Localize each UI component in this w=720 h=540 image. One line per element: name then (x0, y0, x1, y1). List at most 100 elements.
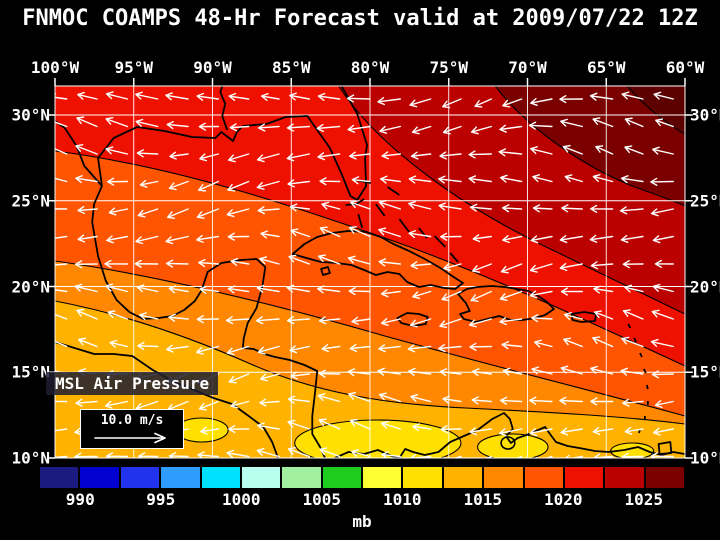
wind-vector-arrow (501, 204, 523, 213)
wind-vector-arrow (318, 316, 341, 325)
colorbar-cell (645, 467, 684, 488)
lat-tick-label: 20°N (690, 277, 720, 296)
wind-vector-arrow (199, 153, 220, 162)
wind-vector-arrow (529, 263, 553, 273)
wind-vector-arrow (74, 283, 98, 293)
wind-vector-arrow (499, 174, 523, 183)
wind-vector-arrow (500, 263, 523, 274)
wind-vector-arrow (439, 318, 462, 329)
wind-vector-arrow (351, 449, 371, 458)
wind-vector-arrow (470, 290, 492, 302)
wind-vector-arrow (197, 451, 220, 458)
isla-juventud-coastline (320, 266, 331, 276)
wind-vector-arrow (225, 315, 250, 325)
wind-vector-arrow (530, 235, 553, 244)
wind-vector-arrow (349, 343, 371, 353)
wind-vector-arrow (469, 203, 492, 212)
wind-vector-arrow (317, 152, 341, 161)
wind-vector-arrow (560, 365, 583, 375)
wind-vector-arrow (561, 204, 583, 213)
colorbar-cell (524, 467, 565, 488)
wind-vector-arrow (502, 98, 523, 108)
wind-vector-arrow (563, 312, 583, 321)
wind-vector-arrow (75, 175, 98, 184)
wind-vector-arrow (380, 420, 402, 430)
wind-vector-arrow (198, 258, 220, 268)
wind-vector-arrow (559, 95, 583, 104)
wind-vector-arrow (55, 336, 68, 348)
wind-vector-arrow (502, 234, 523, 244)
wind-vector-arrow (74, 260, 98, 269)
wind-vector-arrow (377, 97, 402, 106)
wind-vector-arrow (378, 258, 402, 267)
wind-vector-arrow (286, 284, 311, 293)
puerto-rico-coastline (570, 311, 597, 323)
wind-vector-arrow (592, 426, 614, 436)
wind-vector-arrow (289, 345, 311, 354)
wind-vector-arrow (136, 284, 159, 293)
colorbar-tick-value: 1010 (382, 490, 422, 509)
wind-vector-arrow (346, 94, 371, 103)
wind-vector-arrow (652, 235, 674, 244)
wind-vector-arrow (55, 204, 68, 213)
wind-vector-arrow (74, 452, 98, 458)
lat-tick-label: 30°N (690, 105, 720, 125)
mexico-central-america-coastline (91, 185, 326, 458)
wind-vector-arrow (593, 285, 614, 294)
wind-vector-arrow (499, 124, 523, 133)
wind-vector-arrow (589, 234, 614, 243)
wind-vector-arrow (590, 204, 614, 213)
wind-vector-arrow (407, 344, 432, 353)
wind-vector-arrow (137, 341, 159, 351)
wind-vector-arrow (530, 97, 553, 106)
lon-tick-label: 75°W (429, 58, 469, 77)
wind-vector-arrow (169, 151, 189, 160)
wind-vector-arrow (55, 173, 68, 183)
wind-vector-arrow (255, 316, 280, 325)
wind-vector-arrow (287, 447, 311, 458)
wind-vector-arrow (259, 256, 280, 265)
wind-vector-arrow (348, 392, 371, 403)
wind-vector-arrow (196, 345, 220, 355)
wind-vector-arrow (531, 314, 553, 323)
wind-vector-arrow (348, 226, 371, 238)
wind-vector-arrow (410, 261, 432, 270)
wind-vector-arrow (227, 232, 250, 241)
wind-vector-arrow (528, 121, 553, 130)
wind-vector-arrow (228, 373, 250, 384)
wind-vector-arrow (165, 259, 189, 268)
wind-vector-arrow (379, 125, 402, 134)
trinidad-coastline (657, 441, 673, 455)
wind-vector-arrow (77, 205, 98, 215)
lon-tick-label: 60°W (665, 58, 705, 77)
wind-vector-arrow (620, 367, 644, 376)
wind-vector-arrow (410, 151, 432, 160)
wind-vector-arrow (317, 393, 341, 403)
wind-vector-arrow (559, 235, 583, 244)
colorbar-cell (403, 467, 444, 488)
wind-vector-arrow (135, 91, 159, 100)
lat-tick-label: 10°N (690, 448, 720, 468)
wind-vector-arrow (653, 91, 674, 100)
wind-vector-arrow (650, 338, 674, 348)
wind-vector-arrow (533, 339, 553, 348)
latlon-grid (55, 86, 685, 458)
wind-vector-arrow (230, 257, 250, 267)
wind-vector-arrow (348, 287, 371, 296)
colorbar-tick-value: 1025 (624, 490, 664, 509)
wind-vector-arrow (529, 396, 553, 405)
wind-vector-arrow (592, 336, 614, 348)
wind-vector-arrow (227, 180, 250, 192)
wind-vector-arrow (498, 428, 523, 437)
wind-vector-arrow (77, 91, 98, 100)
wind-vector-arrow (408, 367, 432, 376)
wind-vector-arrow (654, 259, 674, 268)
lat-tick-label: 15°N (690, 362, 720, 382)
wind-vector-arrow (499, 317, 523, 326)
wind-vector-arrow (317, 254, 341, 265)
wind-vector-arrow (472, 234, 492, 243)
wind-vector-arrow (621, 336, 644, 348)
wind-vector-arrow (289, 92, 311, 101)
wind-vector-arrow (501, 341, 523, 350)
pressure-map-canvas (47, 78, 693, 459)
